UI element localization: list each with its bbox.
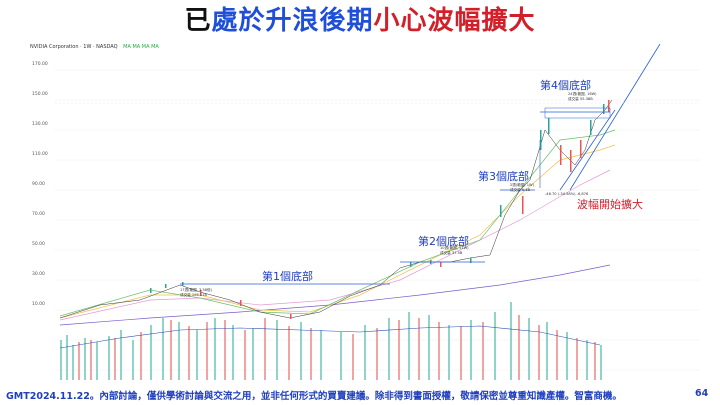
- y-tick: 30.00: [32, 272, 45, 277]
- y-tick: 90.00: [32, 182, 45, 187]
- trendline-upper: [569, 43, 661, 191]
- y-tick: 10.00: [32, 302, 45, 307]
- page-number: 64: [695, 388, 709, 399]
- title-part-2: 處於升浪後期: [211, 6, 374, 36]
- annotation-bottom-2: 第2個底部: [418, 235, 469, 248]
- title-part-1: 已: [184, 6, 212, 36]
- box3-label: 2週(範圍, 1W) 成交量 5.1B: [510, 183, 534, 192]
- y-tick: 70.00: [32, 212, 45, 217]
- y-tick: 110.00: [32, 152, 48, 157]
- measure-label: -46.70 (-34.58%) -6,876: [545, 192, 589, 196]
- box4-label: 24週(範圍, 16W) 成交量 55.38B: [568, 92, 597, 101]
- box1-label: 17週(範圍, 3.58倍) 成交量 195.11B: [180, 288, 213, 297]
- footer-disclaimer: GMT2024.11.22。內部討論，僅供學術討論與交流之用，並非任何形式的買賣…: [6, 391, 622, 402]
- annotation-volatility: 波幅開始擴大: [577, 198, 643, 211]
- chart-header: NVIDIA Corporation · 1W · NASDAQ MA MA M…: [30, 44, 163, 50]
- annotation-bottom-1: 第1個底部: [262, 270, 313, 283]
- y-tick: 50.00: [32, 242, 45, 247]
- volume-bars: [60, 302, 602, 380]
- y-tick: 130.00: [32, 122, 48, 127]
- trendline-lower: [559, 109, 616, 191]
- annotation-bottom-4: 第4個底部: [540, 79, 591, 92]
- page-title: 已處於升浪後期小心波幅擴大: [0, 4, 720, 38]
- symbol-label: NVIDIA Corporation · 1W · NASDAQ: [30, 44, 118, 50]
- box2-label: 10週(範圍, 11W) 成交量 37.5B: [440, 246, 469, 255]
- y-tick: 170.00: [32, 62, 48, 67]
- indicator-label: MA MA MA MA: [123, 44, 159, 50]
- annotation-bottom-3: 第3個底部: [478, 170, 529, 183]
- title-part-3: 小心波幅擴大: [373, 6, 536, 36]
- y-tick: 150.00: [32, 92, 48, 97]
- candles: [150, 100, 610, 319]
